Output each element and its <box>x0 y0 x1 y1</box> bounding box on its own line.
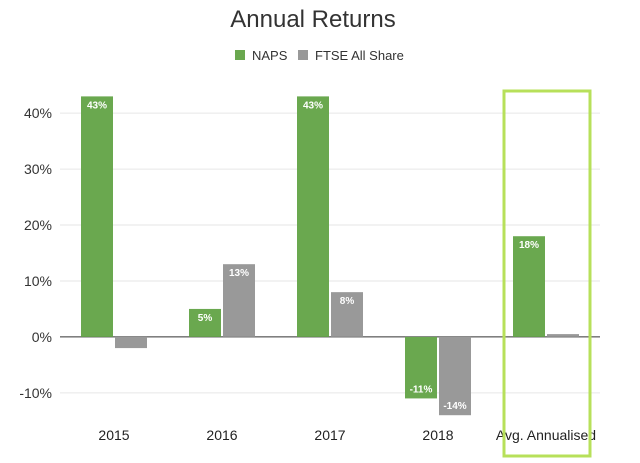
bar-naps-1 <box>189 308 221 337</box>
y-tick-label: 20% <box>24 217 52 233</box>
bar-naps-3 <box>405 336 437 399</box>
y-tick-label: -10% <box>19 385 52 401</box>
x-tick-label: 2018 <box>422 427 453 443</box>
legend-label-naps: NAPS <box>252 48 288 63</box>
gridlines <box>60 112 600 394</box>
y-tick-label: 30% <box>24 161 52 177</box>
chart-title: Annual Returns <box>230 6 395 33</box>
bar-ftse-1 <box>223 264 255 337</box>
highlight-box <box>502 89 592 458</box>
bar-ftse-3 <box>439 336 471 416</box>
highlight-rectangle <box>502 89 592 458</box>
legend-label-ftse: FTSE All Share <box>315 48 404 63</box>
data-label: 43% <box>303 100 323 111</box>
bar-naps-0 <box>81 96 113 337</box>
legend-swatch-ftse <box>298 50 308 60</box>
y-tick-label: 10% <box>24 273 52 289</box>
y-tick-label: 40% <box>24 105 52 121</box>
bar-ftse-4 <box>547 334 579 337</box>
data-label: 43% <box>87 100 107 111</box>
legend-swatch-naps <box>235 50 245 60</box>
x-axis-ticks: 2015 2016 2017 2018 Avg. Annualised <box>98 427 596 443</box>
data-labels: 43% 5% 13% 43% 8% -11% -14% 18% <box>87 100 539 412</box>
bar-naps-2 <box>297 96 329 337</box>
data-label: -14% <box>443 401 466 412</box>
bar-ftse-0 <box>115 336 147 349</box>
x-tick-label: Avg. Annualised <box>496 427 596 443</box>
y-axis-ticks: -10% 0% 10% 20% 30% 40% <box>19 105 52 401</box>
legend: NAPS FTSE All Share <box>235 48 404 63</box>
data-label: 5% <box>198 313 213 324</box>
y-tick-label: 0% <box>32 329 52 345</box>
bars <box>81 96 579 416</box>
data-label: 18% <box>519 240 539 251</box>
bar-naps-4 <box>513 236 545 337</box>
data-label: 8% <box>340 296 355 307</box>
data-label: 13% <box>229 268 249 279</box>
bar-ftse-2 <box>331 292 363 337</box>
x-tick-label: 2015 <box>98 427 129 443</box>
data-label: -11% <box>410 384 433 395</box>
x-tick-label: 2017 <box>314 427 345 443</box>
x-tick-label: 2016 <box>206 427 237 443</box>
